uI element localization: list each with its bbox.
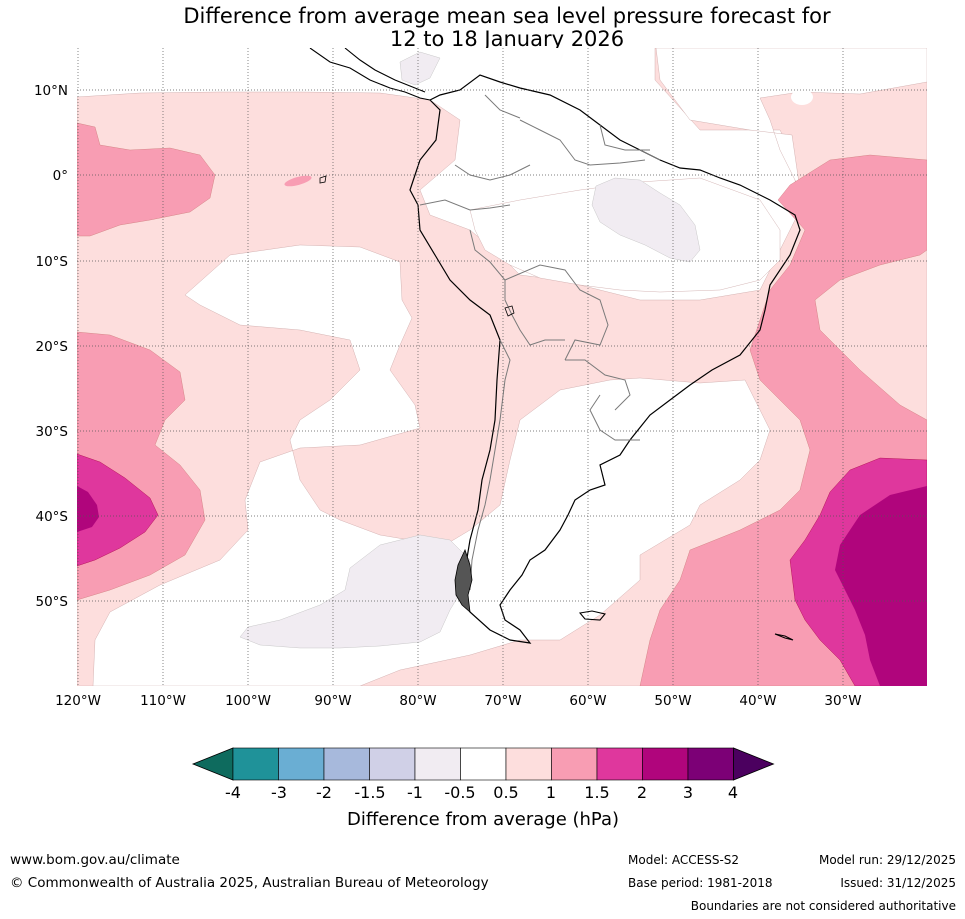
lat-label: 10°N (34, 83, 68, 99)
colorbar-bin (505, 747, 552, 781)
lake-titicaca (504, 305, 515, 317)
lon-label: 30°W (824, 693, 861, 709)
lon-label: 80°W (399, 693, 436, 709)
footer-issued: Issued: 31/12/2025 (840, 876, 956, 890)
colorbar-tick: 2 (637, 783, 647, 802)
anomaly-zone-1-1.5-spot (284, 175, 312, 187)
lon-label: 90°W (314, 693, 351, 709)
colorbar-tick: -2 (316, 783, 332, 802)
south-georgia (774, 633, 794, 641)
neutral-zone-pacific (92, 244, 771, 686)
lon-label: 120°W (55, 693, 101, 709)
lat-label: 50°S (36, 594, 69, 610)
colorbar-bin (278, 747, 325, 781)
colorbar-tick: 1.5 (584, 783, 609, 802)
longitude-labels: 120°W 110°W 100°W 90°W 80°W 70°W 60°W 50… (55, 693, 862, 709)
footer-disclaimer: Boundaries are not considered authoritat… (690, 899, 956, 913)
colorbar-tick: 1 (546, 783, 556, 802)
anomaly-zone-2-3-west (77, 486, 99, 532)
map-area (77, 48, 927, 686)
colorbar-tick: -3 (271, 783, 287, 802)
colorbar-bin (551, 747, 598, 781)
anomaly-zone-2-3-east (835, 486, 927, 686)
lat-label: 20°S (36, 339, 69, 355)
graticule (77, 48, 927, 686)
colorbar-label: Difference from average (hPa) (347, 809, 619, 830)
colorbar-tick: -1.5 (354, 783, 385, 802)
colorbar-tick: 4 (728, 783, 738, 802)
colorbar-bin (369, 747, 416, 781)
footer-url[interactable]: www.bom.gov.au/climate (10, 852, 180, 868)
lon-label: 100°W (225, 693, 271, 709)
lon-label: 40°W (739, 693, 776, 709)
colorbar-extend-low (191, 747, 234, 781)
anomaly-zone-1-1.5-tropical (77, 122, 216, 237)
falkland-islands (578, 610, 606, 621)
colorbar-bin (323, 747, 370, 781)
lon-label: 60°W (569, 693, 606, 709)
colorbar-tick: 0.5 (493, 783, 518, 802)
colorbar-ticks: -4 -3 -2 -1.5 -1 -0.5 0.5 1 1.5 2 3 4 (225, 783, 738, 802)
colorbar-bin (687, 747, 734, 781)
colorbar-extend-high (733, 747, 775, 781)
lon-label: 110°W (140, 693, 186, 709)
galapagos (319, 175, 327, 184)
colorbar (191, 747, 775, 781)
central-america-coastline-north (344, 48, 426, 93)
lon-label: 50°W (654, 693, 691, 709)
lon-label: 70°W (484, 693, 521, 709)
anomaly-zone-1.5-2-west (77, 453, 159, 567)
footer-base-period: Base period: 1981-2018 (628, 876, 773, 890)
lat-label: 0° (53, 168, 68, 184)
anomaly-zone-neg-0.5-1-caribbean (399, 51, 441, 86)
title-line-2: 12 to 18 January 2026 (389, 27, 625, 51)
chile-fjords (454, 548, 473, 613)
colorbar-bin (414, 747, 461, 781)
colorbar-tick: -1 (407, 783, 423, 802)
title-line-1: Difference from average mean sea level p… (183, 4, 831, 28)
footer-copyright: © Commonwealth of Australia 2025, Austra… (10, 875, 489, 891)
footer-model: Model: ACCESS-S2 (628, 853, 740, 867)
colorbar-bin (596, 747, 643, 781)
colorbar-tick: 3 (683, 783, 693, 802)
colorbar-bin (232, 747, 279, 781)
neutral-zone-atlantic (655, 48, 927, 191)
colorbar-bin (460, 747, 507, 781)
south-america-coastline (409, 74, 801, 644)
lat-label: 30°S (36, 424, 69, 440)
lat-label: 10°S (36, 254, 69, 270)
colorbar-tick: -4 (225, 783, 241, 802)
country-borders (419, 94, 661, 591)
latitude-labels: 10°N 0° 10°S 20°S 30°S 40°S 50°S (34, 83, 68, 610)
colorbar-tick: -0.5 (444, 783, 475, 802)
colorbar-bin (642, 747, 689, 781)
footer-model-run: Model run: 29/12/2025 (818, 853, 956, 867)
lat-label: 40°S (36, 509, 69, 525)
neutral-spot-atlantic (791, 89, 813, 105)
anomaly-zone-neg-0.5-1-south (239, 534, 471, 649)
